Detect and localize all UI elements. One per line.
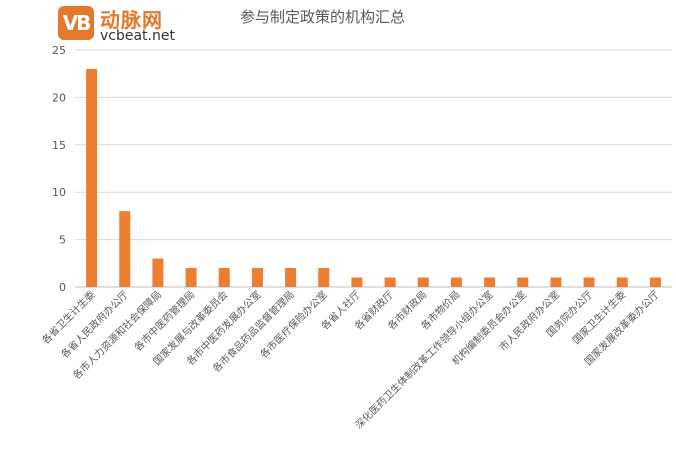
bar (152, 258, 164, 287)
bar (517, 277, 529, 287)
bar (318, 268, 330, 287)
vcbeat-logo: VB 动脉网 vcbeat.net (58, 4, 198, 46)
bar (185, 268, 197, 287)
bar (484, 277, 496, 287)
bar (417, 277, 429, 287)
bar (616, 277, 628, 287)
y-tick-label: 20 (52, 91, 66, 104)
bar (384, 277, 396, 287)
y-tick-label: 0 (59, 281, 66, 294)
logo-mark: VB (58, 6, 94, 40)
y-tick-label: 25 (52, 44, 66, 57)
bar (450, 277, 462, 287)
x-tick-label: 各市中医药管理局 (131, 288, 197, 354)
chart-title: 参与制定政策的机构汇总 (240, 8, 406, 26)
bar (218, 268, 230, 287)
bar (550, 277, 562, 287)
logo-chinese-name: 动脉网 (100, 8, 163, 32)
bar (119, 211, 131, 287)
x-tick-label: 市人民政府办公室 (496, 288, 562, 354)
bar (649, 277, 661, 287)
bar (285, 268, 297, 287)
y-tick-label: 10 (52, 186, 66, 199)
bar (351, 277, 363, 287)
bar (86, 68, 98, 288)
y-tick-label: 5 (59, 234, 66, 247)
logo-english-name: vcbeat.net (100, 28, 175, 44)
y-tick-label: 15 (52, 139, 66, 152)
bar (251, 268, 263, 287)
bar (583, 277, 595, 287)
